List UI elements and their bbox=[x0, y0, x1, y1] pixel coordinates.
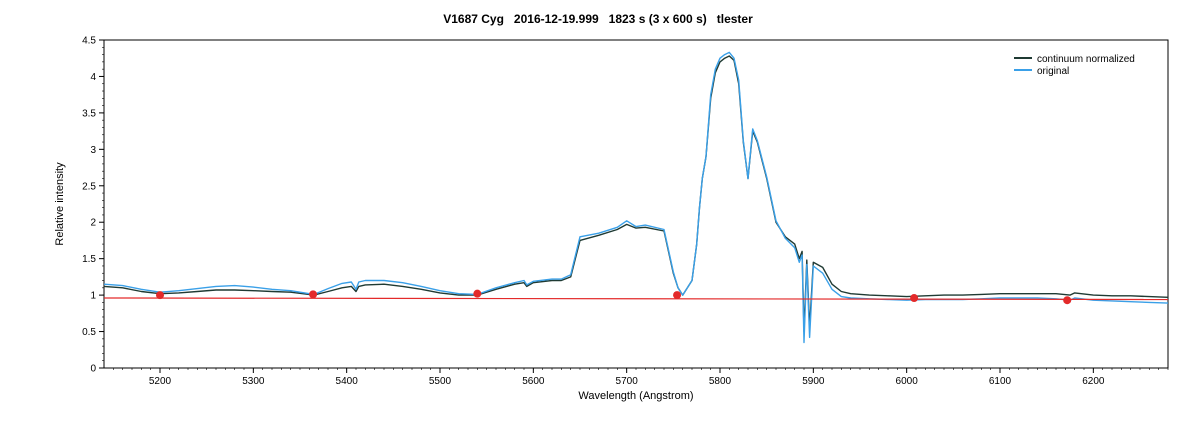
continuum-point bbox=[1063, 296, 1072, 305]
continuum-point bbox=[673, 291, 682, 300]
x-tick-label: 5700 bbox=[616, 376, 639, 387]
x-tick-label: 5900 bbox=[802, 376, 825, 387]
x-tick-label: 5500 bbox=[429, 376, 452, 387]
x-tick-label: 6100 bbox=[989, 376, 1012, 387]
x-tick-label: 5200 bbox=[149, 376, 172, 387]
continuum-point bbox=[309, 290, 318, 299]
legend-label-continuum-normalized: continuum normalized bbox=[1037, 54, 1135, 65]
x-tick-label: 5600 bbox=[522, 376, 545, 387]
y-tick-label: 4.5 bbox=[82, 36, 96, 47]
x-tick-label: 5300 bbox=[242, 376, 265, 387]
y-tick-label: 1 bbox=[90, 291, 96, 302]
series-line-original bbox=[104, 51, 1168, 344]
continuum-points bbox=[156, 289, 1072, 305]
y-axis-label: Relative intensity bbox=[54, 162, 66, 246]
x-tick-label: 6200 bbox=[1082, 376, 1105, 387]
y-tick-label: 0.5 bbox=[82, 327, 96, 338]
y-tick-label: 3.5 bbox=[82, 108, 96, 119]
x-tick-label: 5400 bbox=[336, 376, 359, 387]
plot-frame bbox=[103, 39, 1169, 369]
x-tick-label: 5800 bbox=[709, 376, 732, 387]
y-axis: 0 0.5 1 1.5 2 2.5 3 3.5 4 4.5 bbox=[82, 36, 104, 375]
y-tick-label: 1.5 bbox=[82, 254, 96, 265]
y-tick-label: 2.5 bbox=[82, 181, 96, 192]
chart-title: V1687 Cyg 2016-12-19.999 1823 s (3 x 600… bbox=[443, 12, 753, 26]
legend: continuum normalized original bbox=[1014, 54, 1135, 77]
y-tick-label: 2 bbox=[90, 218, 96, 229]
series-line-continuum-fit bbox=[104, 297, 1168, 301]
legend-label-original: original bbox=[1037, 66, 1069, 77]
continuum-point bbox=[473, 289, 482, 298]
continuum-point bbox=[910, 294, 919, 303]
y-tick-label: 0 bbox=[90, 364, 96, 375]
series-line-continuum-normalized bbox=[104, 55, 1168, 333]
x-axis-label: Wavelength (Angstrom) bbox=[578, 390, 693, 402]
y-tick-label: 3 bbox=[90, 145, 96, 156]
x-tick-label: 6000 bbox=[896, 376, 919, 387]
continuum-point bbox=[156, 291, 164, 300]
y-tick-label: 4 bbox=[90, 72, 96, 83]
x-axis: 5200 5300 5400 5500 5600 5700 5800 5900 6000 6100… bbox=[113, 368, 1169, 387]
series-layer bbox=[104, 51, 1168, 344]
